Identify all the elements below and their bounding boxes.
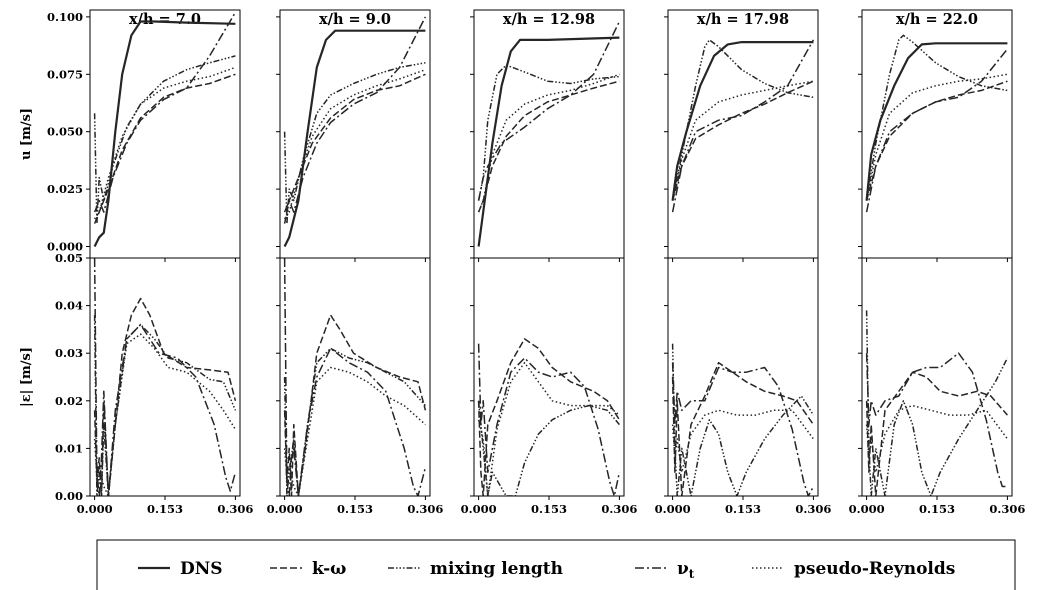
- panel-title: x/h = 22.0: [896, 11, 978, 28]
- series-line-pseudo-reynolds: [93, 333, 237, 496]
- legend-label-t: νt: [677, 559, 695, 581]
- x-tick-label: 0.306: [795, 502, 831, 516]
- y-tick-label: 0.04: [55, 299, 83, 313]
- x-tick-label: 0.153: [725, 502, 761, 516]
- x-tick-label: 0.306: [601, 502, 637, 516]
- series-line-t: [93, 11, 237, 213]
- y-tick-label: 0.025: [47, 182, 83, 196]
- series-line-pseudo-reynolds: [93, 66, 236, 220]
- series-line-dns: [93, 20, 236, 247]
- series-line-k: [865, 371, 1008, 496]
- y-tick-label: 0.02: [55, 394, 83, 408]
- series-line-t: [283, 16, 427, 213]
- series-line-t: [865, 48, 1008, 213]
- panel-title: x/h = 9.0: [319, 11, 391, 28]
- series-group: [283, 258, 427, 496]
- x-tick-label: 0.000: [461, 502, 497, 516]
- x-tick-label: 0.153: [531, 502, 567, 516]
- series-group: [671, 343, 815, 496]
- series-line-t: [865, 352, 1008, 488]
- series-line-k: [671, 80, 814, 201]
- panels: x/h = 7.0 0.000 0.025 0.050 0.075 0.100 u [m/s…: [19, 9, 1025, 516]
- panel-title: x/h = 17.98: [697, 11, 789, 28]
- y-tick-label: 0.000: [47, 240, 83, 254]
- x-tick-label: 0.306: [989, 502, 1025, 516]
- x-tick-label: 0.306: [217, 502, 253, 516]
- series-line-k: [93, 73, 236, 224]
- axes-frame: [89, 9, 241, 259]
- series-line-k: [283, 73, 426, 224]
- axes-frame: [473, 9, 625, 259]
- axes-frame: [667, 257, 819, 497]
- legend-label-dns: DNS: [180, 559, 223, 579]
- x-tick-label: 0.153: [147, 502, 183, 516]
- y-tick-label: 0.03: [55, 346, 83, 360]
- series-group: [865, 310, 1009, 496]
- series-line-mixing-length: [671, 343, 815, 496]
- x-tick-label: 0.000: [267, 502, 303, 516]
- series-line-mixing-length: [477, 400, 620, 496]
- y-tick-label: 0.00: [55, 489, 83, 503]
- legend: DNS k-ω mixing length νt pseudo-Reynolds: [96, 539, 1016, 590]
- series-line-t: [671, 39, 815, 213]
- series-line-dns: [477, 36, 620, 247]
- x-tick-label: 0.153: [919, 502, 955, 516]
- series-line-dns: [865, 42, 1008, 201]
- y-tick-label: 0.075: [47, 67, 83, 81]
- series-line-mixing-length: [865, 34, 1008, 201]
- series-line-mixing-length: [93, 55, 236, 225]
- axes-frame: [279, 9, 431, 259]
- legend-label-k: k-ω: [312, 559, 346, 579]
- series-line-t: [283, 258, 427, 496]
- series-line-pseudo-reynolds: [671, 80, 814, 201]
- legend-label-mixing-length: mixing length: [430, 559, 563, 579]
- axes-frame: [861, 257, 1013, 497]
- series-line-mixing-length: [865, 310, 1009, 496]
- x-tick-label: 0.306: [407, 502, 443, 516]
- panel-title: x/h = 12.98: [503, 11, 595, 28]
- series-line-pseudo-reynolds: [477, 361, 620, 496]
- y-tick-label: 0.01: [55, 441, 83, 455]
- axes-frame: [861, 9, 1013, 259]
- legend-box: [96, 539, 1016, 590]
- axes-frame: [473, 257, 625, 497]
- legend-label-pseudo-reynolds: pseudo-Reynolds: [794, 559, 955, 579]
- series-line-pseudo-reynolds: [283, 366, 426, 496]
- series-line-t: [93, 258, 237, 496]
- y-tick-label: 0.050: [47, 125, 83, 139]
- x-tick-label: 0.000: [77, 502, 113, 516]
- series-group: [93, 258, 237, 496]
- series-line-dns: [671, 41, 814, 201]
- series-line-t: [477, 21, 621, 201]
- series-group: [671, 39, 815, 213]
- x-tick-label: 0.000: [655, 502, 691, 516]
- y-axis-label: u [m/s]: [19, 108, 34, 160]
- series-line-pseudo-reynolds: [283, 68, 426, 220]
- x-tick-label: 0.153: [337, 502, 373, 516]
- series-line-mixing-length: [283, 347, 426, 496]
- series-group: [283, 16, 427, 247]
- series-line-k: [477, 338, 621, 496]
- y-tick-label: 0.100: [47, 10, 83, 24]
- x-tick-label: 0.000: [849, 502, 885, 516]
- series-line-dns: [283, 29, 426, 247]
- series-line-mixing-length: [671, 39, 814, 201]
- panel-title: x/h = 7.0: [129, 11, 201, 28]
- series-line-pseudo-reynolds: [671, 409, 815, 473]
- series-line-t: [671, 362, 815, 496]
- series-group: [477, 21, 621, 247]
- series-line-pseudo-reynolds: [865, 404, 1009, 473]
- series-line-pseudo-reynolds: [865, 73, 1008, 201]
- series-line-mixing-length: [93, 315, 237, 496]
- y-axis-label: |ε| [m/s]: [19, 347, 34, 407]
- y-tick-label: 0.05: [55, 251, 83, 265]
- series-line-pseudo-reynolds: [477, 73, 620, 213]
- series-group: [865, 34, 1008, 213]
- series-line-mixing-length: [477, 64, 620, 201]
- series-line-t: [477, 343, 621, 496]
- series-group: [93, 11, 237, 247]
- series-group: [477, 338, 621, 496]
